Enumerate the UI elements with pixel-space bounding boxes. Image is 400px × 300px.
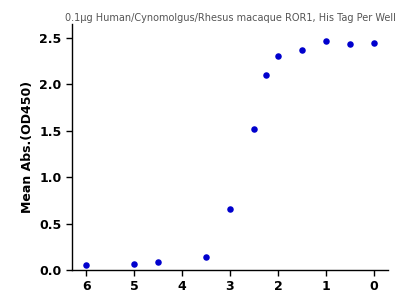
Y-axis label: Mean Abs.(OD450): Mean Abs.(OD450): [21, 81, 34, 213]
Point: [227, 206, 233, 211]
Point: [83, 262, 90, 267]
Point: [251, 127, 257, 131]
Point: [131, 262, 138, 266]
Point: [299, 48, 305, 52]
Title: 0.1µg Human/Cynomolgus/Rhesus macaque ROR1, His Tag Per Well: 0.1µg Human/Cynomolgus/Rhesus macaque RO…: [64, 13, 396, 23]
Point: [263, 73, 269, 77]
Point: [346, 42, 353, 47]
Point: [275, 54, 281, 59]
Point: [155, 259, 161, 264]
Point: [370, 41, 377, 46]
Point: [203, 255, 209, 260]
Point: [322, 38, 329, 43]
